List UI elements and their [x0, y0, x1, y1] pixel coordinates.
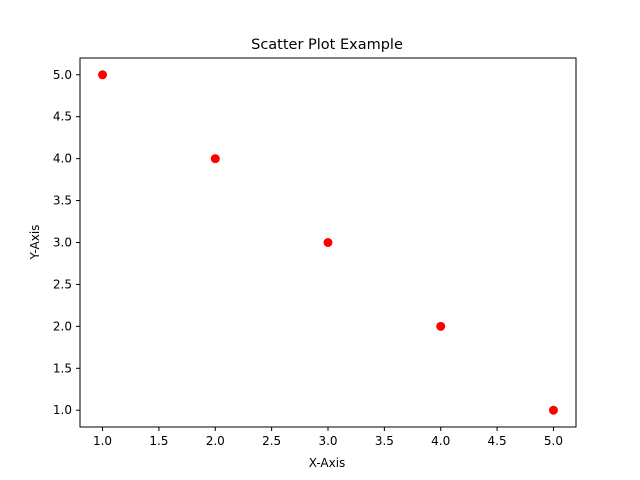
y-tick-label: 4.5: [53, 110, 72, 124]
y-tick-label: 3.5: [53, 194, 72, 208]
x-tick-label: 3.0: [318, 434, 337, 448]
scatter-point: [323, 238, 333, 247]
x-axis-label: X-Axis: [309, 456, 346, 470]
y-axis-label: Y-Axis: [28, 225, 42, 261]
x-tick-label: 2.5: [262, 434, 281, 448]
x-tick-label: 1.5: [149, 434, 168, 448]
scatter-points: [98, 70, 558, 415]
y-tick-label: 1.5: [53, 361, 72, 375]
scatter-point: [548, 405, 558, 415]
y-tick-label: 2.5: [53, 277, 72, 291]
y-tick-label: 5.0: [53, 68, 72, 82]
x-tick-label: 1.0: [93, 434, 112, 448]
y-axis: 1.0 1.5 2.0 2.5 3.0 3.5 4.0 4.5 5.0: [53, 68, 80, 417]
y-tick-label: 4.0: [53, 152, 72, 166]
scatter-point: [98, 70, 108, 80]
y-tick-label: 1.0: [53, 403, 72, 417]
x-tick-label: 5.0: [544, 434, 563, 448]
x-axis: 1.0 1.5 2.0 2.5 3.0 3.5 4.0 4.5 5.0: [93, 427, 563, 448]
x-tick-label: 3.5: [375, 434, 394, 448]
scatter-point: [210, 154, 220, 164]
y-tick-label: 2.0: [53, 319, 72, 333]
y-tick-label: 3.0: [53, 236, 72, 250]
x-tick-label: 4.0: [431, 434, 450, 448]
x-tick-label: 2.0: [206, 434, 225, 448]
x-tick-label: 4.5: [488, 434, 507, 448]
scatter-point: [436, 321, 446, 331]
chart-title: Scatter Plot Example: [251, 37, 403, 53]
